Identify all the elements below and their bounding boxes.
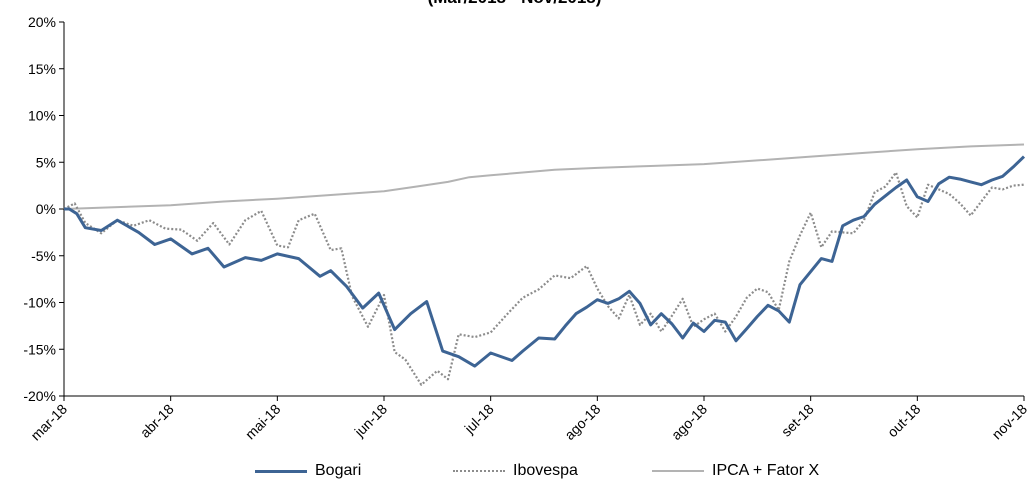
series-line-bogari: [64, 155, 1026, 368]
legend-swatch-bogari: [255, 469, 307, 473]
y-tick-label: 0%: [36, 201, 56, 217]
y-tick-label: -15%: [23, 341, 56, 357]
legend-item-bogari: Bogari: [255, 460, 361, 482]
legend: Bogari Ibovespa IPCA + Fator X: [0, 460, 1029, 482]
legend-swatch-ipca: [652, 470, 704, 472]
y-tick-label: -10%: [23, 295, 56, 311]
x-tick-label: mai-18: [242, 401, 284, 443]
x-tick-label: jun-18: [351, 401, 391, 441]
y-tick-label: -20%: [23, 388, 56, 404]
y-tick-label: 5%: [36, 154, 56, 170]
x-tick-label: set-18: [778, 401, 817, 440]
legend-item-ipca: IPCA + Fator X: [652, 460, 819, 482]
x-tick-label: nov-18: [989, 401, 1029, 443]
x-tick-label: out-18: [884, 401, 924, 441]
y-tick-label: 15%: [28, 61, 56, 77]
x-tick-label: mar-18: [27, 401, 70, 444]
y-tick-label: -5%: [31, 248, 56, 264]
series-line-ipca-fator-x: [63, 143, 1025, 210]
x-tick-label: ago-18: [668, 401, 710, 443]
y-tick-label: 20%: [28, 14, 56, 30]
x-tick-label: ago-18: [561, 401, 603, 443]
x-tick-label: jul-18: [461, 401, 497, 437]
legend-item-ibovespa: Ibovespa: [453, 460, 578, 482]
x-tick-label: abr-18: [137, 401, 177, 441]
legend-label-bogari: Bogari: [315, 462, 362, 479]
legend-label-ipca: IPCA + Fator X: [712, 462, 820, 479]
series-line-ibovespa: [63, 171, 1025, 386]
legend-label-ibovespa: Ibovespa: [513, 462, 578, 479]
line-chart: 20% 15% 10% 5% 0% -5% -10% -15% -20%mar-18 abr-18…: [23, 14, 1029, 444]
y-tick-label: 10%: [28, 108, 56, 124]
chart-title: (Mar/2018 - Nov/2018): [0, 0, 1029, 8]
legend-swatch-ibovespa: [453, 470, 505, 472]
